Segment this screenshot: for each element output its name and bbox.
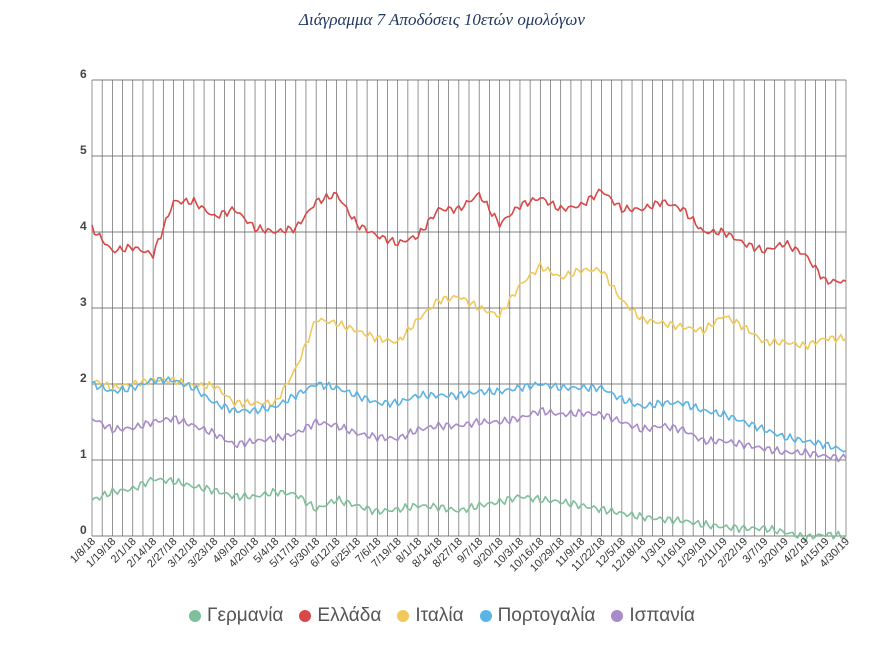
- legend-marker-icon: [189, 610, 202, 622]
- legend-label: Πορτογαλία: [497, 605, 596, 626]
- series-line: [91, 188, 847, 285]
- y-tick-label: 1: [80, 447, 87, 461]
- legend-label: Ισπανία: [629, 605, 695, 626]
- legend-marker-icon: [611, 610, 624, 622]
- series-lines: [91, 188, 847, 543]
- x-axis-ticks: 1/8/181/19/182/1/182/14/182/27/183/12/18…: [68, 536, 852, 575]
- y-tick-label: 3: [80, 295, 87, 309]
- y-tick-label: 5: [80, 143, 87, 157]
- legend-marker-icon: [479, 610, 492, 622]
- series-line: [91, 376, 847, 453]
- series-line: [91, 261, 847, 408]
- legend-item: Ισπανία: [611, 605, 695, 627]
- legend-item: Πορτογαλία: [479, 605, 596, 627]
- series-line: [91, 476, 847, 543]
- legend-item: Ιταλία: [397, 605, 464, 627]
- legend-marker-icon: [299, 610, 312, 622]
- legend: Γερμανία Ελλάδα Ιταλία Πορτογαλία Ισπανία: [0, 605, 884, 627]
- y-tick-label: 6: [80, 67, 87, 81]
- series-line: [91, 406, 847, 463]
- y-tick-label: 2: [80, 371, 87, 385]
- legend-label: Ιταλία: [415, 605, 464, 626]
- legend-marker-icon: [397, 610, 410, 622]
- y-tick-label: 0: [80, 523, 87, 537]
- legend-label: Γερμανία: [207, 605, 284, 626]
- legend-label: Ελλάδα: [317, 605, 382, 626]
- legend-item: Γερμανία: [189, 605, 283, 627]
- grid-lines: [91, 79, 847, 537]
- y-axis-ticks: 0 1 2 3 4 5 6: [80, 67, 87, 537]
- chart-title: Διάγραμμα 7 Αποδόσεις 10ετών ομολόγων: [299, 10, 585, 29]
- legend-item: Ελλάδα: [299, 605, 381, 627]
- y-tick-label: 4: [80, 219, 87, 233]
